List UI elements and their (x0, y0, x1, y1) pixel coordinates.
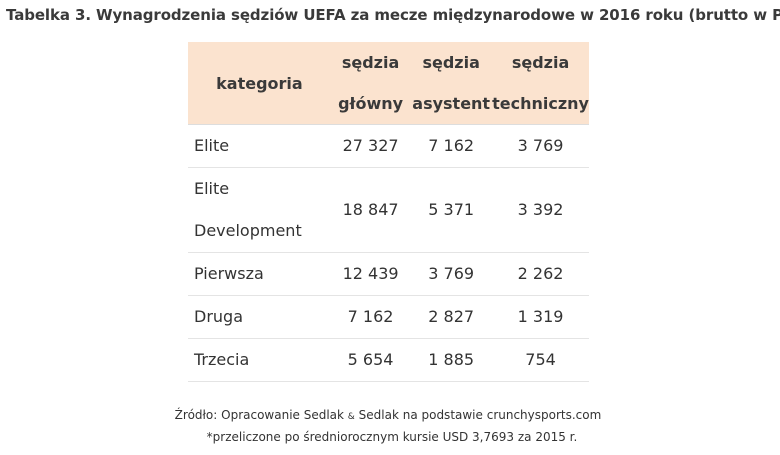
cell-assistant: 2 827 (410, 295, 493, 339)
cell-technical: 1 319 (492, 295, 589, 339)
table-row: Elite Development 18 847 5 371 3 392 (188, 167, 589, 253)
header-row: kategoria sędzia główny sędzia asystent … (188, 42, 589, 125)
header-main-referee: sędzia główny (330, 42, 411, 125)
row-category: Elite (188, 124, 331, 168)
header-technical-line1: sędzia (511, 53, 570, 72)
cell-main: 18 847 (330, 167, 411, 253)
cell-technical: 3 769 (492, 124, 589, 168)
cell-main: 7 162 (330, 295, 411, 339)
table-row: Trzecia 5 654 1 885 754 (188, 338, 589, 382)
table-row: Pierwsza 12 439 3 769 2 262 (188, 252, 589, 296)
cell-main: 27 327 (330, 124, 411, 168)
header-main-line2: główny (338, 94, 404, 113)
cell-assistant: 3 769 (410, 252, 493, 296)
header-category: kategoria (188, 42, 331, 125)
cell-technical: 2 262 (492, 252, 589, 296)
row-category: Elite Development (188, 167, 331, 253)
header-assistant-line1: sędzia (422, 53, 480, 72)
header-technical-line2: techniczny (492, 94, 589, 113)
header-main-line1: sędzia (341, 53, 400, 72)
cell-technical: 754 (492, 338, 589, 382)
row-category: Trzecia (188, 338, 331, 382)
cell-technical: 3 392 (492, 167, 589, 253)
cell-main: 12 439 (330, 252, 411, 296)
cell-assistant: 1 885 (410, 338, 493, 382)
header-assistant-referee: sędzia asystent (410, 42, 493, 125)
source-suffix: Sedlak na podstawie crunchysports.com (354, 408, 602, 422)
table-row: Druga 7 162 2 827 1 319 (188, 295, 589, 339)
row-category: Druga (188, 295, 331, 339)
cell-assistant: 5 371 (410, 167, 493, 253)
header-category-label: kategoria (216, 73, 303, 93)
header-assistant-line2: asystent (412, 94, 491, 113)
currency-footnote: *przeliczone po średniorocznym kursie US… (206, 430, 578, 444)
cell-assistant: 7 162 (410, 124, 493, 168)
source-note: Źródło: Opracowanie Sedlak & Sedlak na p… (0, 408, 778, 422)
source-ampersand: & (347, 412, 355, 422)
row-category-line2: Development (194, 221, 302, 240)
table-row: Elite 27 327 7 162 3 769 (188, 124, 589, 168)
source-prefix: Źródło: Opracowanie Sedlak (174, 408, 348, 422)
cell-main: 5 654 (330, 338, 411, 382)
row-category: Pierwsza (188, 252, 331, 296)
header-technical-referee: sędzia techniczny (492, 42, 589, 125)
table-title: Tabelka 3. Wynagrodzenia sędziów UEFA za… (6, 6, 780, 24)
row-category-line1: Elite (194, 179, 230, 198)
salary-table: kategoria sędzia główny sędzia asystent … (188, 42, 589, 382)
